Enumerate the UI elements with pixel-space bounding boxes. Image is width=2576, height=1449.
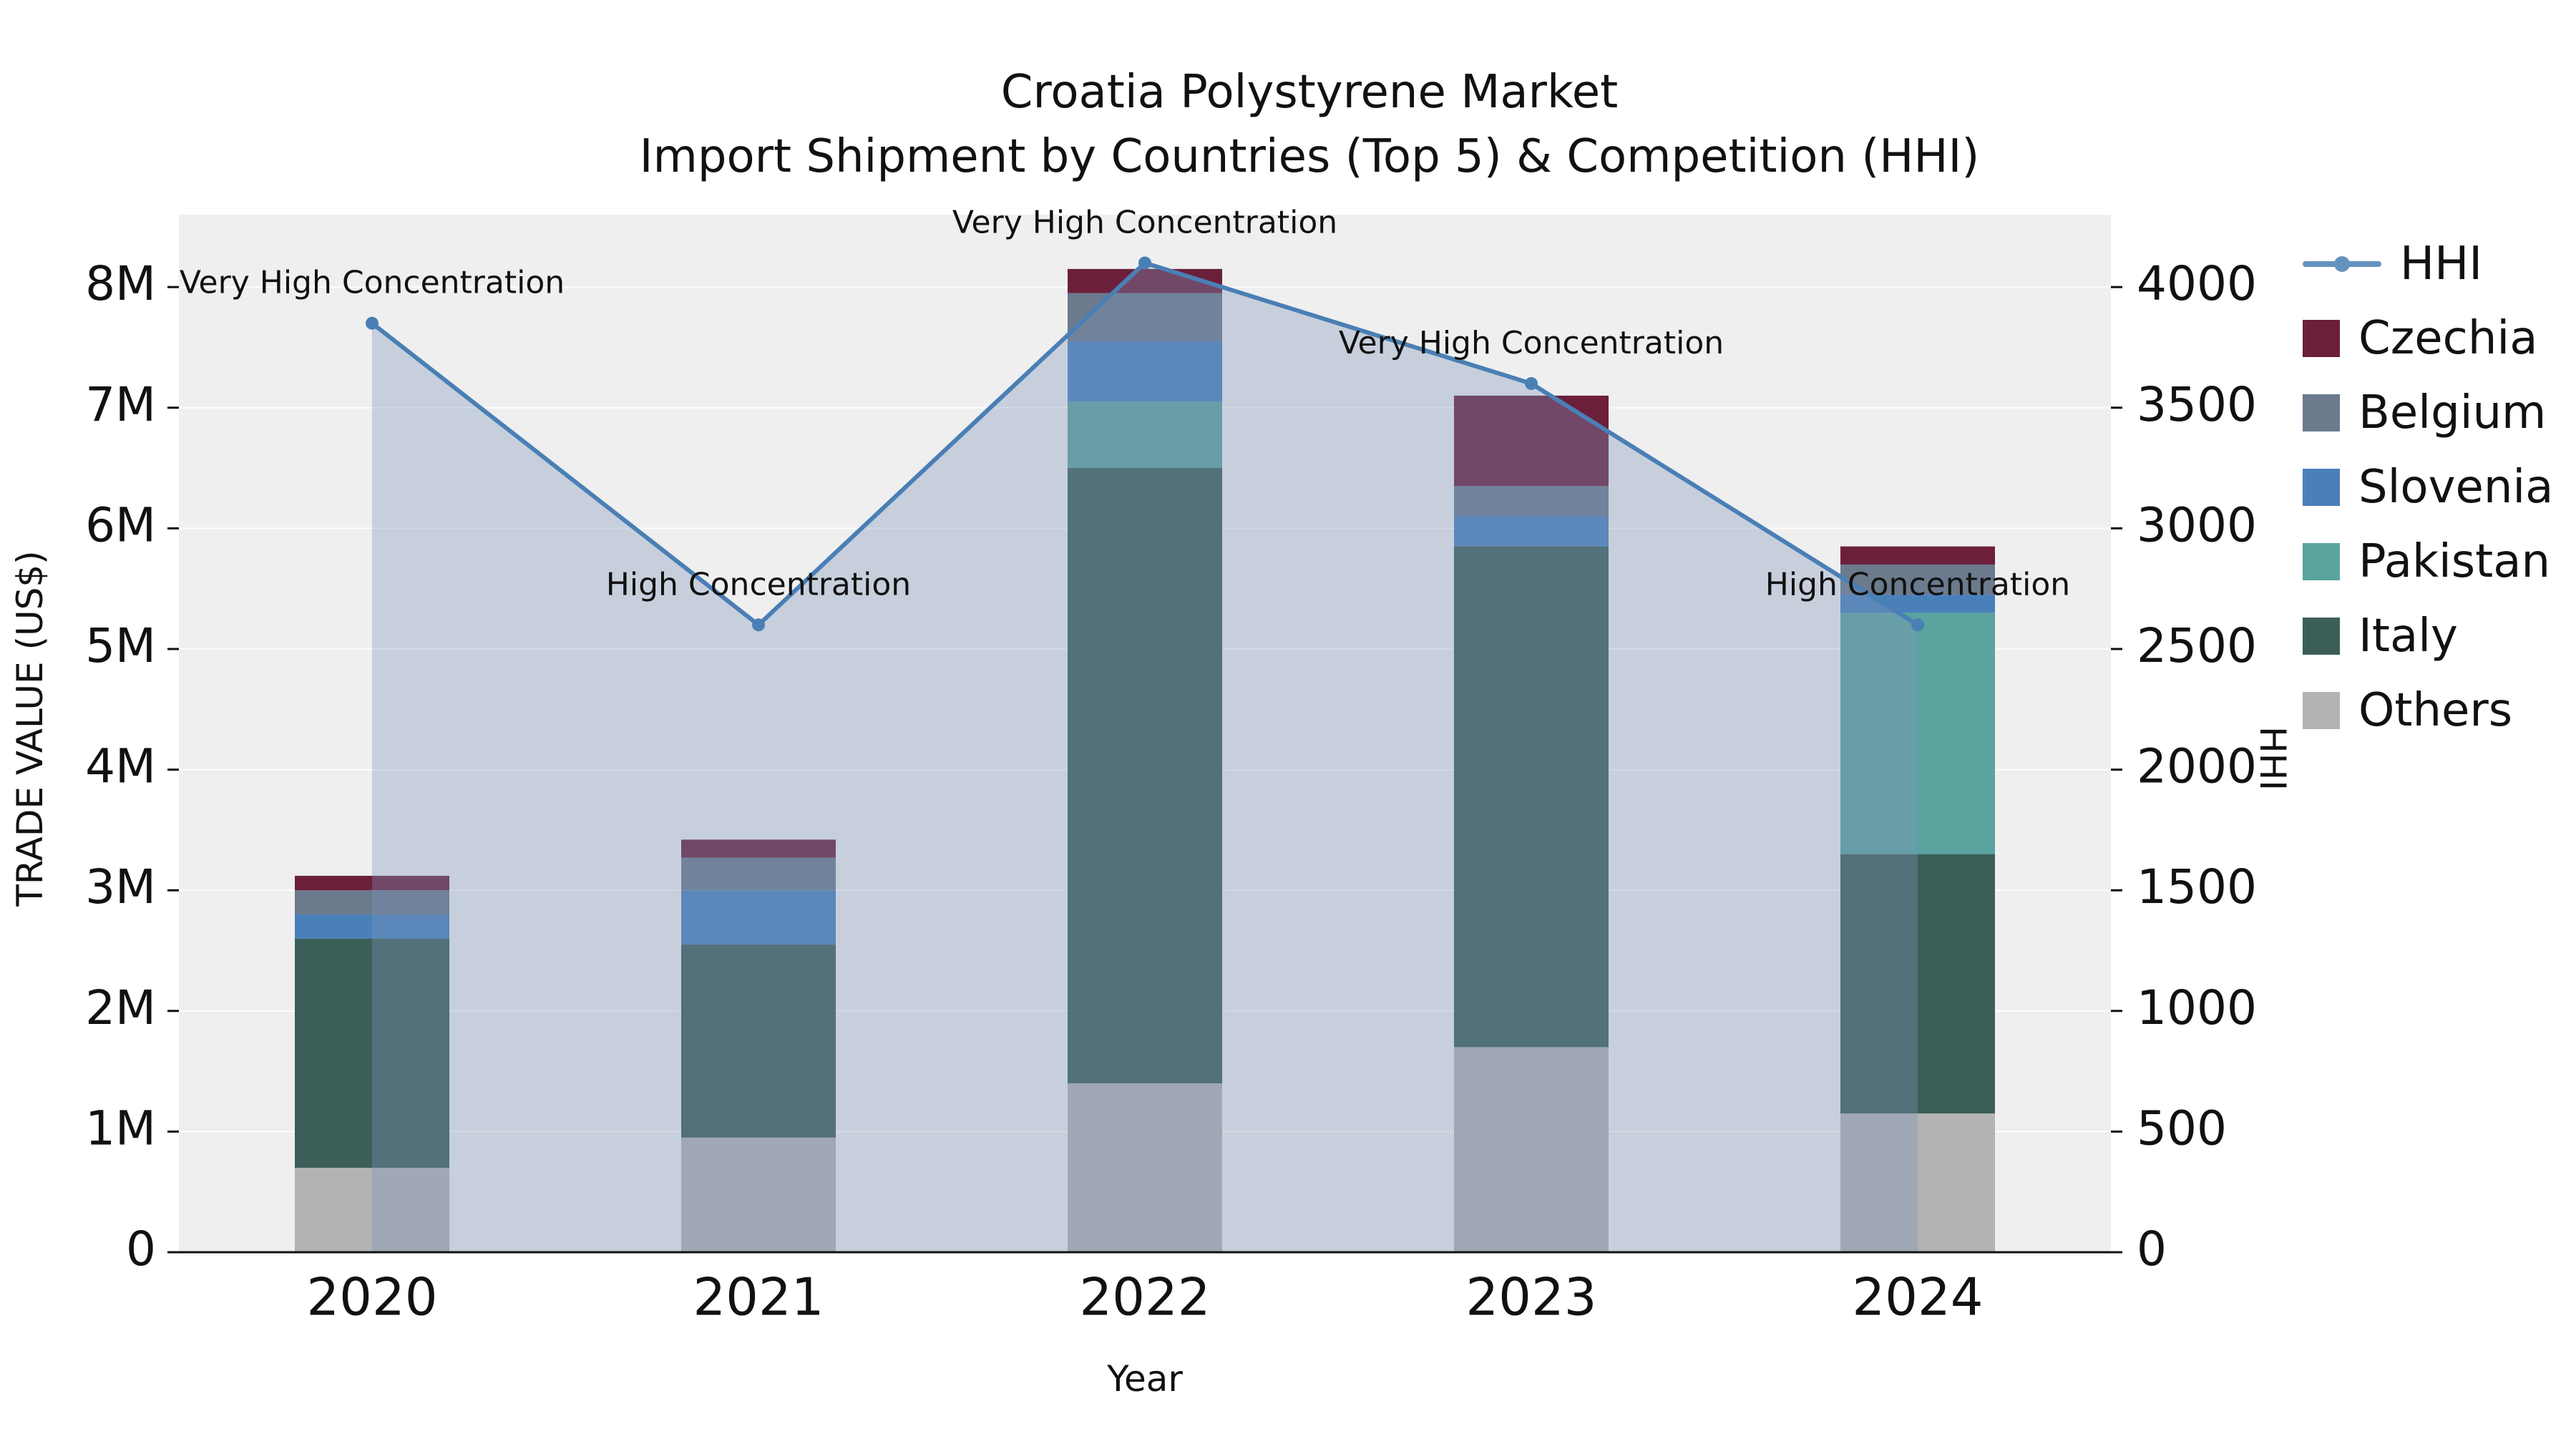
legend-item-label: Belgium [2358, 386, 2547, 439]
x-tick-label-2022: 2022 [1079, 1267, 1210, 1327]
legend-item-label: Italy [2358, 610, 2458, 663]
y-right-tick-label: 1000 [2137, 980, 2257, 1035]
legend-item-label: Others [2358, 684, 2513, 737]
hhi-marker-2023 [1525, 377, 1538, 391]
y-left-tick-label: 0 [126, 1221, 156, 1277]
annotation-label-2020: Very High Concentration [180, 265, 565, 301]
bar-segment-italy-2024 [1840, 854, 1995, 1114]
chart-title: Croatia Polystyrene Market [1000, 66, 1619, 119]
bar-segment-czechia-2023 [1454, 395, 1609, 487]
y-right-tick-label: 4000 [2137, 256, 2257, 311]
legend-item-others[interactable]: Others [2303, 684, 2553, 737]
legend-swatch-icon [2303, 692, 2340, 729]
bar-segment-others-2024 [1840, 1113, 1995, 1252]
y-left-tick-label: 3M [85, 859, 156, 914]
legend-swatch-icon [2303, 394, 2340, 431]
x-axis-title: Year [1107, 1358, 1183, 1400]
annotation-label-2023: Very High Concentration [1339, 325, 1724, 361]
bar-segment-others-2020 [295, 1167, 449, 1252]
bar-segment-italy-2022 [1068, 468, 1222, 1083]
hhi-marker-2021 [752, 618, 765, 632]
bar-segment-pakistan-2022 [1068, 401, 1222, 469]
y-right-tick-label: 3500 [2137, 377, 2257, 432]
bar-segment-slovenia-2020 [295, 914, 449, 939]
bar-segment-slovenia-2024 [1840, 595, 1995, 613]
bar-segment-belgium-2023 [1454, 486, 1609, 517]
legend-item-pakistan[interactable]: Pakistan [2303, 535, 2553, 588]
x-tick-label-2024: 2024 [1852, 1267, 1983, 1327]
bar-segment-others-2021 [681, 1137, 836, 1252]
legend-item-label: Slovenia [2358, 461, 2554, 514]
y-left-tick-label: 8M [85, 256, 156, 311]
y-right-tick-label: 0 [2137, 1221, 2167, 1277]
bar-segment-belgium-2020 [295, 890, 449, 914]
bar-segment-czechia-2021 [681, 839, 836, 858]
bar-segment-czechia-2020 [295, 875, 449, 891]
chart-legend: HHI Czechia Belgium Slovenia Pakistan Italy Ot… [2303, 238, 2553, 737]
legend-swatch-icon [2303, 618, 2340, 655]
legend-item-belgium[interactable]: Belgium [2303, 386, 2553, 439]
legend-line-sample-icon [2303, 256, 2381, 272]
bar-segment-pakistan-2024 [1840, 613, 1995, 854]
y-left-tick-label: 7M [85, 377, 156, 432]
chart-subtitle: Import Shipment by Countries (Top 5) & C… [639, 130, 1980, 183]
bar-segment-italy-2021 [681, 945, 836, 1138]
y-right-tick-label: 2500 [2137, 618, 2257, 673]
y-right-tick-label: 500 [2137, 1101, 2227, 1156]
annotation-label-2022: Very High Concentration [952, 204, 1337, 240]
y-axis-right-title: HHI [2252, 726, 2293, 791]
y-left-tick-label: 5M [85, 618, 156, 673]
hhi-area-fill [372, 263, 1918, 1252]
legend-swatch-icon [2303, 543, 2340, 580]
bar-segment-slovenia-2021 [681, 890, 836, 945]
bar-segment-slovenia-2023 [1454, 516, 1609, 547]
y-right-tick-label: 1500 [2137, 859, 2257, 914]
legend-item-slovenia[interactable]: Slovenia [2303, 461, 2553, 514]
annotation-label-2021: High Concentration [606, 566, 911, 602]
hhi-marker-2024 [1911, 618, 1924, 632]
bar-segment-belgium-2021 [681, 857, 836, 891]
y-left-tick-label: 4M [85, 739, 156, 794]
bar-segment-belgium-2024 [1840, 564, 1995, 595]
y-left-tick-label: 2M [85, 980, 156, 1035]
legend-line-marker [2334, 256, 2350, 272]
bar-segment-slovenia-2022 [1068, 341, 1222, 402]
hhi-marker-2022 [1138, 256, 1151, 270]
x-tick-label-2023: 2023 [1465, 1267, 1596, 1327]
y-axis-left-title: TRADE VALUE (US$) [9, 550, 51, 907]
bar-segment-italy-2023 [1454, 546, 1609, 1048]
legend-item-label: HHI [2400, 238, 2483, 291]
legend-item-hhi[interactable]: HHI [2303, 238, 2553, 291]
legend-item-italy[interactable]: Italy [2303, 610, 2553, 663]
bar-segment-others-2022 [1068, 1083, 1222, 1252]
hhi-marker-2020 [366, 316, 379, 330]
annotation-label-2024: High Concentration [1765, 566, 2070, 602]
legend-item-czechia[interactable]: Czechia [2303, 312, 2553, 365]
bar-segment-belgium-2022 [1068, 293, 1222, 342]
x-tick-label-2020: 2020 [306, 1267, 437, 1327]
bar-segment-italy-2020 [295, 938, 449, 1168]
y-left-tick-label: 1M [85, 1101, 156, 1156]
legend-item-label: Pakistan [2358, 535, 2550, 588]
bar-segment-czechia-2024 [1840, 546, 1995, 565]
legend-item-label: Czechia [2358, 312, 2538, 365]
bar-segment-others-2023 [1454, 1047, 1609, 1252]
legend-swatch-icon [2303, 469, 2340, 506]
legend-swatch-icon [2303, 320, 2340, 357]
x-tick-label-2021: 2021 [693, 1267, 824, 1327]
y-right-tick-label: 3000 [2137, 497, 2257, 552]
y-left-tick-label: 6M [85, 497, 156, 552]
y-right-tick-label: 2000 [2137, 739, 2257, 794]
